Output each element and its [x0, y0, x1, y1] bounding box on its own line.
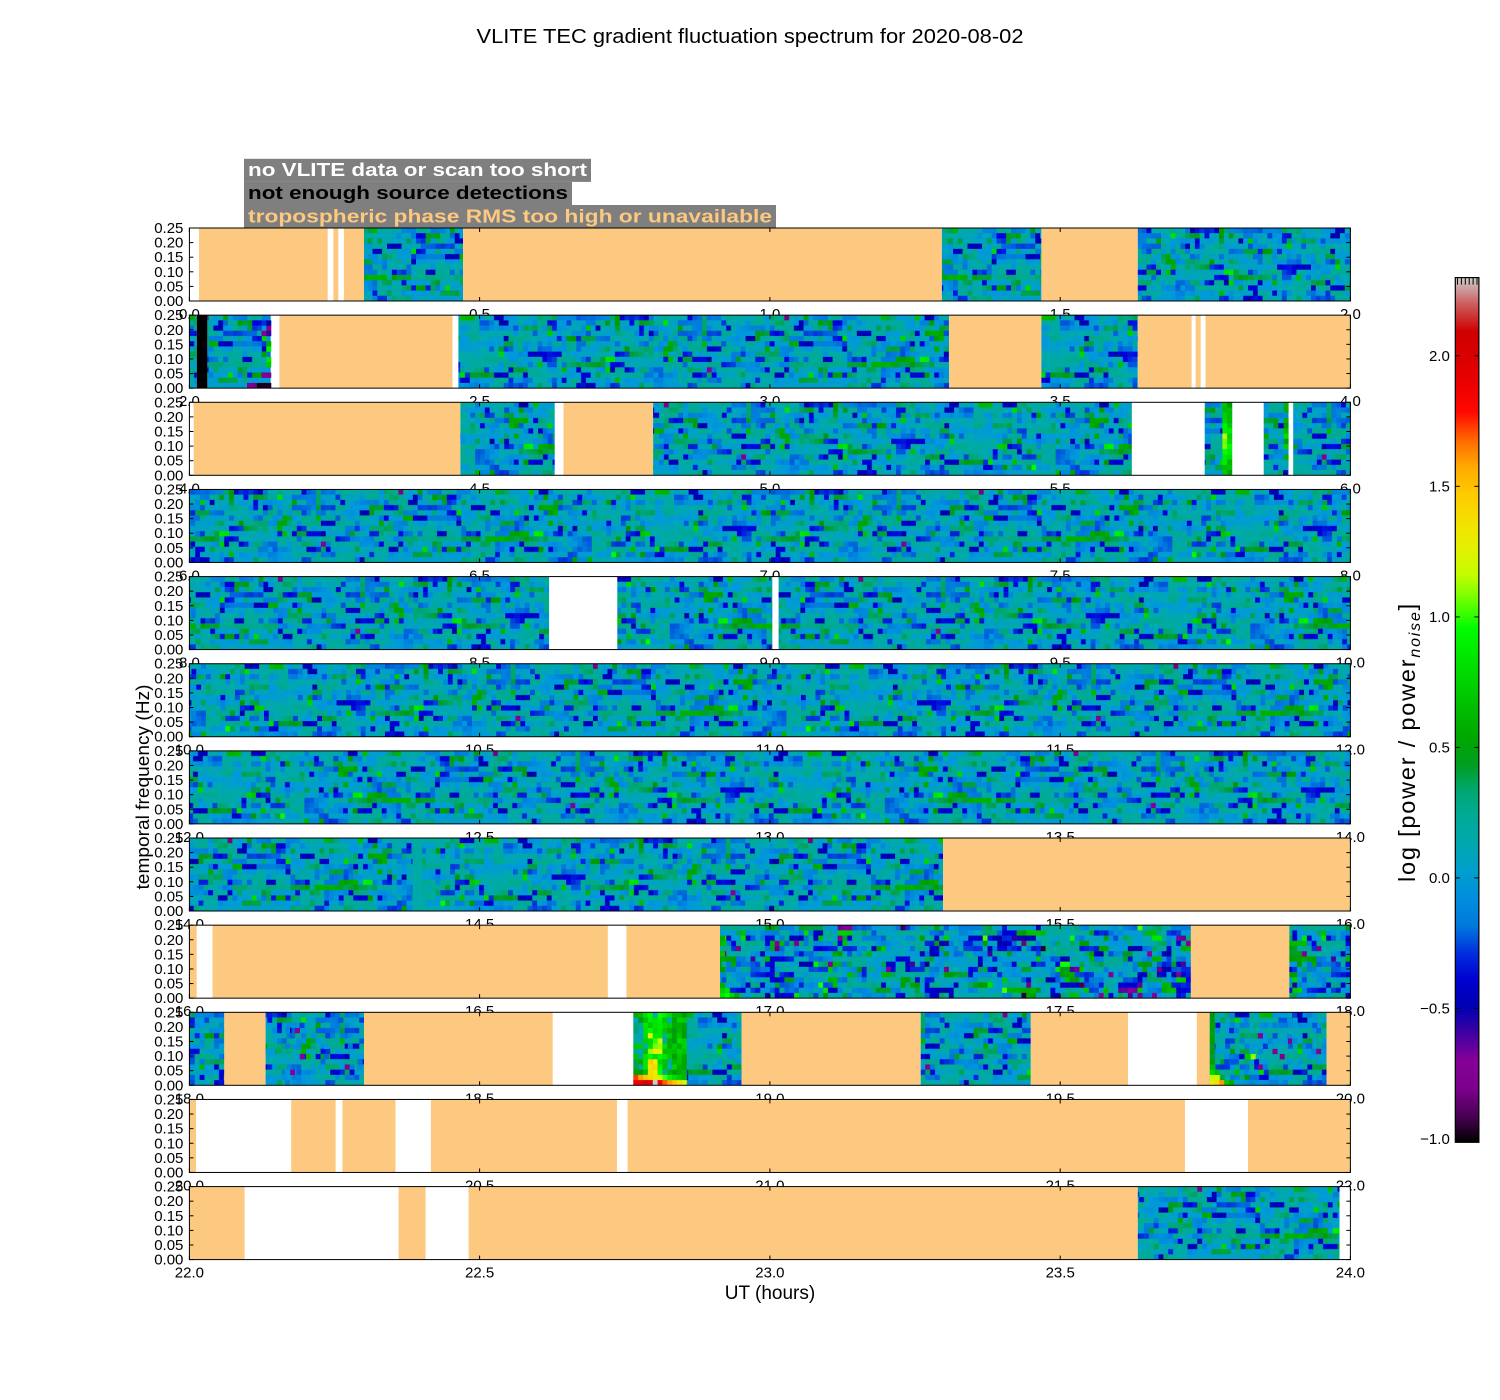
- svg-text:0.25: 0.25: [154, 220, 183, 237]
- svg-text:0.15: 0.15: [154, 511, 183, 528]
- svg-text:0.25: 0.25: [154, 307, 183, 324]
- svg-text:23.5: 23.5: [1046, 1265, 1075, 1282]
- svg-text:0.15: 0.15: [154, 336, 183, 353]
- svg-text:0.00: 0.00: [154, 1252, 183, 1269]
- svg-text:0.10: 0.10: [154, 1135, 183, 1152]
- svg-text:0.05: 0.05: [154, 1150, 183, 1167]
- svg-text:24.0: 24.0: [1336, 1265, 1365, 1282]
- svg-text:VLITE TEC gradient fluctuation: VLITE TEC gradient fluctuation spectrum …: [477, 26, 1024, 48]
- svg-text:0.00: 0.00: [154, 990, 183, 1007]
- svg-text:0.10: 0.10: [154, 612, 183, 629]
- svg-text:0.15: 0.15: [154, 772, 183, 789]
- svg-text:0.10: 0.10: [154, 961, 183, 978]
- svg-text:0.00: 0.00: [154, 729, 183, 746]
- svg-text:0.20: 0.20: [154, 845, 183, 862]
- svg-text:0.25: 0.25: [154, 569, 183, 586]
- svg-text:0.05: 0.05: [154, 540, 183, 557]
- svg-text:UT (hours): UT (hours): [725, 1283, 815, 1304]
- svg-text:0.20: 0.20: [154, 1019, 183, 1036]
- svg-text:0.20: 0.20: [154, 932, 183, 949]
- svg-text:0.05: 0.05: [154, 278, 183, 295]
- svg-text:0.20: 0.20: [154, 409, 183, 426]
- svg-text:0.25: 0.25: [154, 743, 183, 760]
- svg-text:0.20: 0.20: [154, 235, 183, 252]
- svg-text:0.15: 0.15: [154, 1121, 183, 1138]
- svg-text:0.00: 0.00: [154, 1164, 183, 1181]
- svg-text:no VLITE data or scan too shor: no VLITE data or scan too short: [248, 160, 587, 180]
- svg-text:0.00: 0.00: [154, 293, 183, 310]
- svg-text:0.20: 0.20: [154, 322, 183, 339]
- svg-text:0.10: 0.10: [154, 525, 183, 542]
- svg-text:0.25: 0.25: [154, 917, 183, 934]
- svg-text:0.20: 0.20: [154, 757, 183, 774]
- svg-text:0.10: 0.10: [154, 264, 183, 281]
- svg-text:2.0: 2.0: [1429, 348, 1450, 365]
- svg-text:22.0: 22.0: [175, 1265, 204, 1282]
- svg-text:0.00: 0.00: [154, 816, 183, 833]
- svg-text:0.05: 0.05: [154, 888, 183, 905]
- svg-text:0.10: 0.10: [154, 874, 183, 891]
- svg-text:0.00: 0.00: [154, 467, 183, 484]
- svg-text:tropospheric phase RMS too hig: tropospheric phase RMS too high or unava…: [248, 206, 772, 226]
- svg-text:0.20: 0.20: [154, 496, 183, 513]
- svg-text:0.0: 0.0: [1429, 870, 1450, 887]
- svg-text:0.10: 0.10: [154, 351, 183, 368]
- svg-text:0.5: 0.5: [1429, 739, 1450, 756]
- svg-text:0.10: 0.10: [154, 787, 183, 804]
- svg-text:0.10: 0.10: [154, 1048, 183, 1065]
- svg-text:0.10: 0.10: [154, 1222, 183, 1239]
- svg-text:−0.5: −0.5: [1420, 1001, 1450, 1018]
- svg-text:0.05: 0.05: [154, 627, 183, 644]
- svg-text:0.15: 0.15: [154, 859, 183, 876]
- svg-text:0.25: 0.25: [154, 1179, 183, 1196]
- svg-text:0.00: 0.00: [154, 642, 183, 659]
- svg-text:0.25: 0.25: [154, 481, 183, 498]
- svg-text:0.20: 0.20: [154, 583, 183, 600]
- svg-text:0.05: 0.05: [154, 366, 183, 383]
- svg-text:0.05: 0.05: [154, 714, 183, 731]
- svg-text:0.15: 0.15: [154, 423, 183, 440]
- svg-text:0.25: 0.25: [154, 1091, 183, 1108]
- svg-text:1.0: 1.0: [1429, 609, 1450, 626]
- svg-text:0.20: 0.20: [154, 670, 183, 687]
- svg-text:0.25: 0.25: [154, 656, 183, 673]
- svg-text:−1.0: −1.0: [1420, 1131, 1450, 1148]
- svg-text:0.10: 0.10: [154, 438, 183, 455]
- svg-text:0.20: 0.20: [154, 1193, 183, 1210]
- svg-text:1.5: 1.5: [1429, 478, 1450, 495]
- svg-text:0.15: 0.15: [154, 685, 183, 702]
- svg-text:0.05: 0.05: [154, 1063, 183, 1080]
- svg-text:0.15: 0.15: [154, 249, 183, 266]
- svg-text:0.00: 0.00: [154, 903, 183, 920]
- svg-text:0.00: 0.00: [154, 1077, 183, 1094]
- svg-text:0.25: 0.25: [154, 394, 183, 411]
- svg-text:temporal frequency (Hz): temporal frequency (Hz): [132, 685, 153, 890]
- svg-text:0.00: 0.00: [154, 554, 183, 571]
- svg-text:0.05: 0.05: [154, 976, 183, 993]
- svg-text:not enough source detections: not enough source detections: [248, 183, 568, 203]
- svg-text:0.20: 0.20: [154, 1106, 183, 1123]
- svg-text:0.05: 0.05: [154, 801, 183, 818]
- svg-text:0.00: 0.00: [154, 380, 183, 397]
- svg-text:0.15: 0.15: [154, 1208, 183, 1225]
- svg-text:0.25: 0.25: [154, 830, 183, 847]
- svg-text:0.10: 0.10: [154, 700, 183, 717]
- svg-text:22.5: 22.5: [465, 1265, 494, 1282]
- svg-text:0.25: 0.25: [154, 1004, 183, 1021]
- svg-text:0.15: 0.15: [154, 598, 183, 615]
- svg-text:23.0: 23.0: [755, 1265, 784, 1282]
- svg-text:0.05: 0.05: [154, 1237, 183, 1254]
- svg-text:0.15: 0.15: [154, 946, 183, 963]
- svg-text:0.05: 0.05: [154, 453, 183, 470]
- svg-text:0.15: 0.15: [154, 1034, 183, 1051]
